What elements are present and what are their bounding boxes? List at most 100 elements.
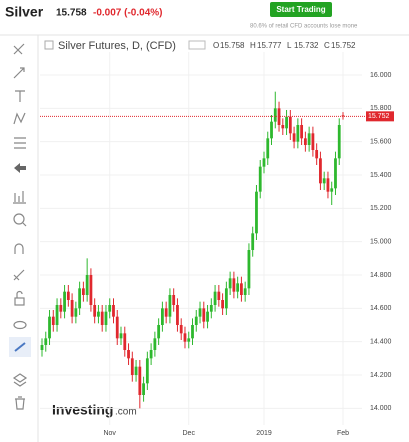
candle-body: [168, 295, 172, 317]
tool-pattern[interactable]: [13, 112, 26, 125]
candle-body: [104, 311, 108, 325]
y-tick-label: 16.000: [370, 72, 392, 79]
candle-body: [262, 158, 266, 167]
candle-body: [213, 291, 217, 305]
candle-body: [108, 305, 112, 312]
candle-body: [130, 358, 134, 375]
candle-body: [97, 311, 100, 317]
candle-body: [191, 325, 194, 339]
candle-body: [251, 233, 255, 250]
candle-body: [51, 316, 55, 325]
candle-body: [70, 300, 74, 317]
candle-body: [255, 191, 258, 234]
start-trading-button[interactable]: [270, 2, 332, 17]
candle-body: [157, 325, 161, 339]
x-tick-label: 2019: [256, 430, 272, 437]
candle-body: [187, 338, 191, 342]
last-price-box: [366, 111, 394, 122]
candle-body: [81, 288, 85, 295]
candle-body: [194, 316, 198, 325]
candle-body: [266, 138, 270, 159]
ohlc-value: 15.732: [294, 41, 319, 50]
tool-zoom-handle: [22, 222, 27, 227]
candle-body: [202, 308, 206, 322]
tool-trash[interactable]: [15, 396, 25, 410]
tool-lock-shackle: [16, 290, 23, 298]
watermark-suffix: .com: [115, 407, 137, 418]
candle-body: [66, 291, 70, 300]
candle-body: [209, 305, 213, 312]
collapse-icon[interactable]: [44, 40, 54, 50]
y-tick-label: 15.000: [370, 239, 392, 246]
ohlc-key: H: [250, 41, 256, 50]
toolbar: [9, 43, 31, 410]
candle-body: [326, 178, 330, 192]
candle-body: [319, 158, 322, 184]
candle-body: [228, 278, 232, 289]
symbol: Silver: [5, 4, 44, 20]
candle-body: [334, 158, 337, 189]
candle-body: [273, 108, 277, 122]
candle-body: [59, 305, 63, 312]
candle-body: [119, 333, 123, 339]
tool-back[interactable]: [14, 163, 26, 173]
tool-eye[interactable]: [13, 320, 27, 330]
candle-body: [183, 333, 187, 342]
tool-zoom[interactable]: [13, 213, 25, 225]
candle-body: [179, 325, 183, 334]
tool-fib[interactable]: [14, 137, 26, 149]
ohlc-key: C: [324, 41, 330, 50]
candle-body: [198, 308, 202, 317]
candle-body: [112, 305, 115, 317]
candle-body: [330, 188, 334, 192]
candle-body: [243, 288, 247, 295]
ohlc-value: 15.758: [220, 41, 245, 50]
candle-body: [85, 275, 89, 295]
y-tick-label: 14.600: [370, 305, 392, 312]
tool-text[interactable]: [15, 90, 25, 102]
y-tick-label: 14.200: [370, 372, 392, 379]
tool-line[interactable]: [13, 67, 25, 79]
button-label[interactable]: Start Trading: [276, 5, 325, 14]
tool-measure[interactable]: [13, 191, 26, 204]
candle-body: [277, 108, 281, 125]
y-tick-label: 15.400: [370, 172, 392, 179]
candle-body: [44, 338, 48, 345]
candle-body: [296, 125, 300, 142]
chart-name: Silver Futures, D, (CFD): [58, 40, 176, 52]
tool-cross[interactable]: [13, 43, 25, 55]
ohlc-value: 15.777: [257, 41, 282, 50]
y-tick-label: 14.800: [370, 272, 392, 279]
candle-body: [247, 250, 251, 289]
candle-body: [315, 150, 319, 159]
candle-body: [123, 333, 127, 350]
last-price-label: 15.752: [368, 113, 390, 120]
legend-icons[interactable]: [188, 40, 206, 50]
candle-body: [337, 125, 341, 159]
candle-body: [232, 278, 236, 292]
tool-pencil[interactable]: [13, 269, 25, 281]
candle-body: [322, 178, 326, 184]
candle-body: [303, 138, 307, 145]
tool-lock[interactable]: [14, 297, 25, 306]
candle-body: [55, 305, 59, 325]
watermark-brand: Investing: [52, 402, 113, 418]
tool-layers[interactable]: [12, 373, 28, 387]
candle-body: [311, 133, 315, 150]
y-tick-label: 14.000: [370, 405, 392, 412]
price-change: -0.007 (-0.04%): [93, 8, 162, 19]
tool-magnet[interactable]: [14, 243, 24, 254]
candle-body: [176, 305, 179, 325]
tool-link[interactable]: [14, 342, 26, 352]
candle-body: [161, 308, 164, 325]
ohlc-key: L: [287, 41, 292, 50]
candle-body: [300, 125, 304, 139]
price: 15.758: [56, 8, 87, 19]
disclaimer: 80.6% of retail CFD accounts lose mone: [250, 24, 358, 30]
candle-body: [89, 275, 93, 305]
ohlc-legend: O 15.758 H 15.777 L 15.732 C 15.752: [213, 41, 356, 50]
y-tick-label: 15.200: [370, 205, 392, 212]
candle-body: [292, 133, 296, 142]
